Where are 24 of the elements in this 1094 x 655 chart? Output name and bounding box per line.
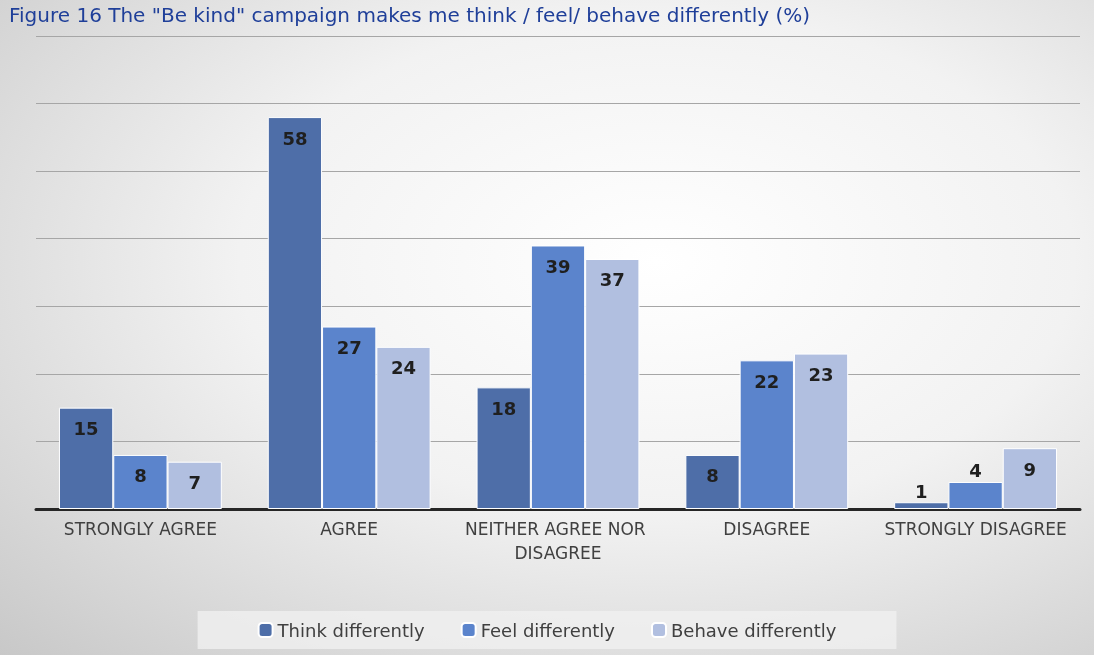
x-tick-label: STRONGLY AGREE [63, 519, 217, 539]
data-label: 4 [969, 460, 982, 482]
data-label: 1 [915, 480, 928, 502]
data-label: 39 [545, 255, 571, 277]
legend-label: Feel differently [480, 619, 616, 641]
x-tick-label: STRONGLY DISAGREE [884, 519, 1067, 539]
data-label: 58 [282, 127, 308, 149]
legend-label: Behave differently [670, 619, 837, 641]
data-label: 8 [706, 465, 719, 487]
legend-label: Think differently [276, 619, 425, 641]
data-label: 23 [808, 364, 834, 386]
data-label: 27 [336, 337, 362, 359]
data-label: 8 [134, 465, 147, 487]
data-label: 15 [73, 418, 99, 440]
x-tick-label: AGREE [320, 519, 379, 539]
data-label: 22 [754, 370, 780, 392]
data-label: 9 [1023, 458, 1037, 480]
x-tick-label: NEITHER AGREE NOR DISAGREE [464, 519, 652, 563]
data-label: 18 [491, 397, 517, 419]
data-label: 7 [188, 472, 201, 494]
data-label: 37 [599, 269, 625, 291]
x-tick-label: DISAGREE [723, 519, 811, 539]
chart-title: Figure 16 The "Be kind" campaign makes me think / feel/ behave differently (%) [9, 3, 811, 27]
data-label: 24 [390, 357, 417, 379]
